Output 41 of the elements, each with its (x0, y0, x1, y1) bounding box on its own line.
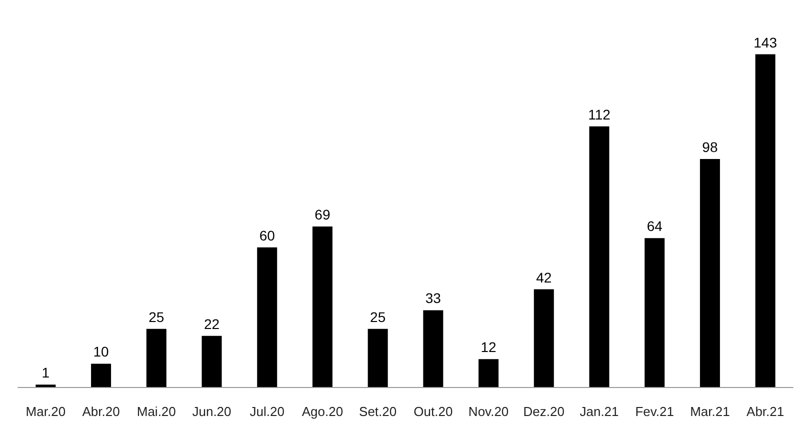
bar (312, 226, 332, 387)
x-tick-label: Fev.21 (635, 404, 674, 419)
data-label: 12 (480, 339, 497, 356)
data-label: 10 (93, 344, 110, 360)
data-label: 42 (536, 269, 552, 286)
x-tick-label: Nov.20 (468, 404, 509, 419)
data-label: 33 (425, 290, 442, 306)
bar (91, 364, 112, 387)
data-label: 22 (204, 316, 220, 332)
x-tick-label: Ago.20 (302, 404, 344, 419)
x-tick-label: Dez.20 (523, 404, 564, 419)
bar (589, 126, 610, 387)
x-tick-label: Mai.20 (136, 404, 176, 419)
x-tick-label: Out.20 (414, 404, 453, 419)
x-tick-label: Mar.21 (690, 404, 730, 419)
x-tick-label: Jan.21 (580, 404, 619, 419)
bar (368, 328, 388, 387)
x-tick-label: Abr.21 (746, 404, 784, 419)
x-tick-label: Abr.20 (82, 404, 120, 419)
bar (534, 289, 554, 387)
data-label: 64 (646, 218, 663, 234)
data-label: 112 (588, 106, 611, 122)
bar (202, 336, 222, 387)
bar (146, 328, 166, 387)
bar (423, 310, 444, 387)
bar (700, 158, 720, 387)
bar (755, 54, 776, 387)
bar (478, 359, 499, 387)
data-label: 60 (259, 227, 276, 244)
data-label: 69 (314, 206, 330, 222)
data-label: 143 (754, 34, 778, 50)
bar (257, 247, 278, 387)
x-tick-label: Mar.20 (26, 404, 66, 419)
data-label: 98 (702, 138, 718, 155)
data-label: 1 (42, 364, 50, 381)
x-tick-label: Set.20 (359, 404, 397, 419)
data-label: 25 (370, 308, 386, 325)
x-tick-label: Jul.20 (250, 404, 284, 419)
x-tick-label: Jun.20 (192, 404, 232, 419)
bar (644, 238, 665, 387)
data-label: 25 (148, 308, 164, 325)
